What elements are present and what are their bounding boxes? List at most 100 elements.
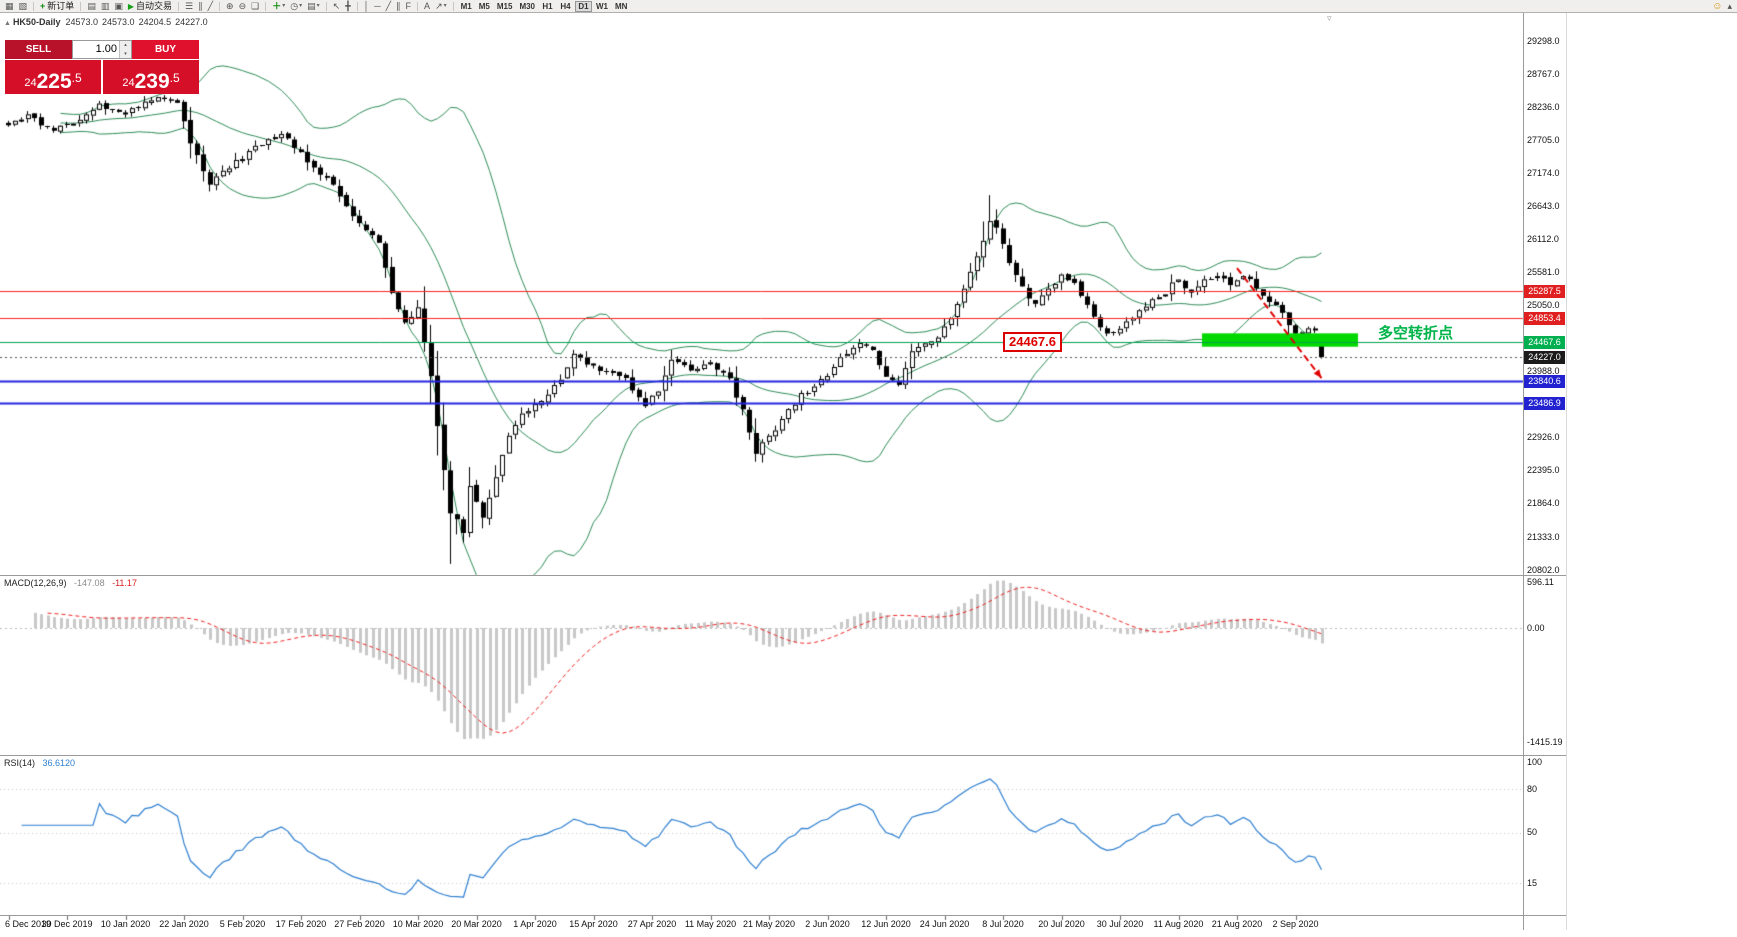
bar-high: 24573.0 (102, 17, 135, 27)
sell-price-prefix: 24 (24, 77, 37, 89)
rsi-value: 36.6120 (42, 758, 76, 768)
sell-price[interactable]: 24 225 .5 (5, 60, 101, 94)
chevron-down-icon: ▾ (282, 2, 286, 9)
toolbar-separator (178, 1, 180, 11)
x-axis-label: 10 Mar 2020 (392, 919, 444, 929)
toolbar-separator (325, 1, 327, 11)
y-axis-label: 26112.0 (1527, 234, 1559, 245)
stepper-up-icon[interactable]: ▴ (120, 41, 131, 50)
chart-ohlc-header: ▲ HK50-Daily 24573.0 24573.0 24204.5 24227.0 (4, 17, 212, 27)
feedback-smiley-icon[interactable]: ☺ (1712, 0, 1723, 12)
autotrading-button[interactable]: ▶ 自动交易 (126, 1, 174, 12)
vertical-line-icon[interactable]: │ (363, 0, 370, 11)
macd-value: -147.08 (74, 578, 105, 588)
fibonacci-icon[interactable]: F (405, 0, 412, 11)
x-axis-label: 27 Feb 2020 (334, 919, 385, 929)
toolbar-separator (356, 1, 358, 11)
y-axis-label: 22926.0 (1527, 432, 1560, 443)
timeframe-d1[interactable]: D1 (575, 0, 592, 12)
volume-steppers: ▴ ▾ (119, 41, 131, 58)
sell-button[interactable]: SELL (5, 40, 72, 59)
zoom-in-icon[interactable]: ⊕ (226, 0, 234, 11)
rsi-label: RSI(14) 36.6120 (4, 758, 75, 768)
market-watch-icon[interactable]: ▤ (87, 0, 96, 11)
y-axis-label: 29298.0 (1527, 36, 1560, 47)
y-axis-label: 26643.0 (1527, 201, 1560, 212)
crosshair-icon[interactable]: ╋ (345, 0, 351, 11)
x-axis-label: 1 Apr 2020 (513, 919, 557, 929)
timeframe-m30[interactable]: M30 (519, 1, 535, 11)
terminal-icon[interactable]: ▣ (114, 0, 123, 11)
timeframe-mn[interactable]: MN (615, 1, 628, 11)
periods-button[interactable]: ◷ ▾ (288, 1, 304, 12)
line-chart-icon[interactable]: ╱ (207, 0, 214, 11)
rsi-axis-label: 100 (1527, 757, 1543, 767)
panel-separator[interactable] (0, 755, 1566, 756)
timeframe-w1[interactable]: W1 (596, 1, 608, 11)
x-axis-label: 11 Aug 2020 (1153, 919, 1204, 929)
rsi-axis-label: 80 (1527, 783, 1538, 794)
chart-canvas[interactable] (0, 0, 1566, 937)
x-axis-label: 24 Jun 2020 (919, 919, 970, 929)
chart-shift-marker[interactable]: ▿ (1327, 13, 1332, 23)
sell-price-big: 225 (36, 70, 72, 93)
buy-price[interactable]: 24 239 .5 (103, 60, 199, 94)
x-axis-label: 17 Feb 2020 (275, 919, 327, 929)
x-axis-label: 15 Apr 2020 (569, 919, 618, 929)
tile-windows-icon[interactable]: ❏ (251, 0, 260, 11)
y-axis-label: 25050.0 (1527, 300, 1560, 311)
timeframe-h1[interactable]: H1 (542, 1, 553, 11)
timeframe-h4[interactable]: H4 (560, 1, 571, 11)
y-axis-label: 21864.0 (1527, 498, 1560, 509)
y-axis-label: 27705.0 (1527, 135, 1560, 146)
indicators-button[interactable]: ＋ ▾ (270, 1, 287, 12)
panel-separator (0, 915, 1566, 916)
x-axis-label: 10 Jan 2020 (100, 919, 151, 929)
y-axis-label: 22395.0 (1527, 465, 1560, 476)
horizontal-line-icon[interactable]: ─ (374, 0, 381, 11)
new-order-button[interactable]: + 新订单 (38, 1, 76, 12)
templates-button[interactable]: ▤ ▾ (305, 1, 322, 12)
stepper-down-icon[interactable]: ▾ (120, 49, 131, 58)
x-axis-label: 20 Mar 2020 (451, 919, 502, 929)
timeframe-m15[interactable]: M15 (496, 1, 513, 11)
play-icon: ▶ (127, 1, 135, 11)
buy-price-suffix: .5 (169, 71, 180, 85)
collapse-toolbar-icon[interactable]: ▴ (1727, 0, 1732, 11)
macd-name: MACD(12,26,9) (4, 578, 67, 588)
volume-input[interactable]: 1.00 (95, 43, 117, 55)
text-tool-icon[interactable]: A (424, 0, 431, 11)
x-axis-label: 8 Jul 2020 (982, 919, 1024, 929)
bar-low: 24204.5 (138, 17, 172, 27)
x-axis-label: 20 Jul 2020 (1038, 919, 1085, 929)
bar-chart-icon[interactable]: ☰ (185, 0, 194, 11)
bar-open: 24573.0 (65, 17, 99, 27)
price-tag: 24467.6 (1524, 335, 1565, 349)
timeframe-m1[interactable]: M1 (460, 1, 472, 11)
macd-signal-value: -11.17 (112, 578, 137, 588)
y-axis-label: 23988.0 (1527, 366, 1560, 377)
toolbar: ▦ ▧ + 新订单 ▤ ▥ ▣ ▶ 自动交易 ☰ ∥ ╱ ⊕ ⊖ ❏ ＋ ▾ ◷… (0, 0, 1737, 13)
zoom-out-icon[interactable]: ⊖ (238, 0, 247, 11)
trendline-icon[interactable]: ╱ (385, 0, 392, 11)
macd-axis-label: -1415.19 (1527, 736, 1563, 747)
y-axis-label: 25581.0 (1527, 267, 1560, 278)
arrows-tool-button[interactable]: ↗ ▾ (433, 1, 449, 12)
buy-button[interactable]: BUY (132, 40, 199, 59)
navigator-icon[interactable]: ▥ (100, 0, 110, 11)
indicator-add-icon: ＋ (272, 0, 282, 11)
x-axis-label: 11 May 2020 (684, 919, 737, 929)
panel-separator[interactable] (0, 575, 1566, 576)
timeframe-m5[interactable]: M5 (478, 1, 490, 11)
profiles-icon[interactable]: ▧ (18, 0, 28, 11)
cursor-icon[interactable]: ↖ (332, 0, 341, 11)
rsi-name: RSI(14) (4, 758, 36, 768)
channel-icon[interactable]: ∥ (396, 0, 401, 11)
toolbar-separator (33, 1, 35, 11)
new-chart-icon[interactable]: ▦ (5, 0, 14, 11)
buy-price-prefix: 24 (122, 77, 135, 89)
x-axis-label: 27 Apr 2020 (627, 919, 677, 929)
new-order-label: 新订单 (47, 0, 75, 11)
candlestick-icon[interactable]: ∥ (198, 0, 203, 11)
autotrading-label: 自动交易 (136, 0, 173, 11)
